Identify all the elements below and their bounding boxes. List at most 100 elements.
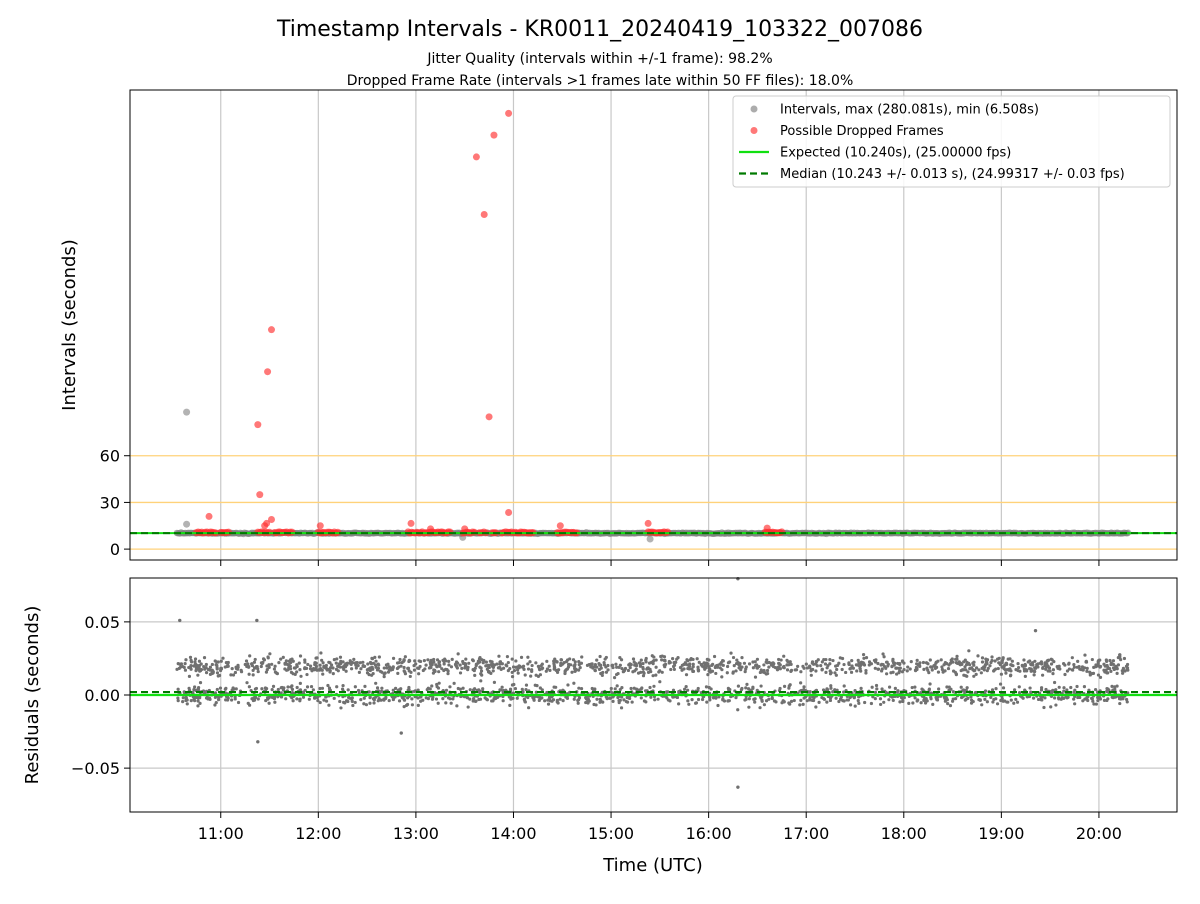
residual-point bbox=[455, 666, 459, 670]
residual-point bbox=[202, 665, 206, 669]
residual-point bbox=[936, 695, 940, 699]
residual-point bbox=[530, 668, 534, 672]
residual-point bbox=[991, 700, 995, 704]
residual-point bbox=[528, 660, 532, 664]
residual-point bbox=[311, 688, 315, 692]
residual-point bbox=[647, 661, 652, 665]
residual-point bbox=[1063, 672, 1067, 677]
residual-point bbox=[873, 666, 877, 670]
residual-point bbox=[989, 695, 993, 699]
residual-point bbox=[407, 685, 411, 690]
residual-point bbox=[1029, 669, 1033, 673]
residual-point bbox=[321, 661, 325, 665]
residual-point bbox=[814, 705, 818, 709]
residual-point bbox=[342, 667, 346, 671]
residual-point bbox=[577, 686, 581, 690]
residual-point bbox=[341, 683, 345, 688]
residual-point bbox=[765, 661, 769, 665]
residual-point bbox=[995, 657, 1000, 661]
residual-point bbox=[599, 666, 603, 670]
residual-point bbox=[622, 698, 626, 702]
residual-point bbox=[544, 669, 548, 673]
residual-point bbox=[955, 657, 959, 661]
residual-point bbox=[710, 663, 714, 668]
residual-point bbox=[977, 698, 981, 702]
residual-point bbox=[986, 666, 990, 671]
residual-point bbox=[941, 670, 945, 674]
residual-point bbox=[210, 662, 214, 667]
residual-point bbox=[213, 703, 217, 707]
residual-point bbox=[728, 660, 732, 664]
residual-point bbox=[395, 666, 400, 671]
residual-point bbox=[1125, 697, 1129, 702]
residual-point bbox=[957, 660, 961, 664]
residual-point bbox=[967, 649, 971, 653]
residual-point bbox=[354, 663, 358, 667]
residual-point bbox=[279, 657, 283, 661]
residual-point bbox=[789, 668, 794, 672]
residual-point bbox=[468, 688, 472, 692]
residual-point bbox=[386, 670, 391, 674]
residual-point bbox=[592, 702, 596, 707]
residual-point bbox=[315, 695, 319, 700]
residual-point bbox=[183, 668, 188, 672]
residual-point bbox=[895, 690, 899, 694]
residual-point bbox=[1113, 685, 1117, 689]
residual-point bbox=[204, 670, 209, 675]
residual-point bbox=[510, 675, 515, 679]
residual-point bbox=[964, 674, 968, 678]
residual-point bbox=[362, 702, 366, 706]
residual-point bbox=[382, 666, 386, 670]
residual-point bbox=[1116, 663, 1121, 667]
residual-point bbox=[927, 671, 931, 675]
residual-point bbox=[862, 656, 866, 660]
residual-point bbox=[717, 695, 721, 699]
residual-point bbox=[286, 685, 290, 689]
residual-point bbox=[1082, 685, 1087, 689]
residual-point bbox=[307, 697, 311, 701]
residual-point bbox=[523, 700, 527, 704]
residual-point bbox=[857, 661, 861, 665]
residual-point bbox=[295, 697, 299, 701]
dropped-point bbox=[485, 413, 493, 421]
residual-point bbox=[183, 662, 187, 666]
residual-point bbox=[641, 665, 645, 670]
residual-point bbox=[584, 700, 588, 705]
residual-point bbox=[595, 697, 599, 701]
residual-point bbox=[252, 660, 257, 664]
residual-point bbox=[252, 666, 257, 670]
residual-point bbox=[573, 660, 577, 664]
residual-point bbox=[755, 663, 759, 667]
residual-point bbox=[1012, 688, 1017, 692]
residual-point bbox=[234, 665, 238, 669]
residual-point bbox=[338, 699, 342, 704]
residual-point bbox=[961, 688, 966, 692]
residual-point bbox=[853, 689, 857, 693]
residual-point bbox=[1072, 697, 1076, 701]
residual-point bbox=[1098, 697, 1103, 701]
residual-point bbox=[714, 664, 718, 668]
residual-point bbox=[577, 698, 581, 702]
residual-point bbox=[233, 670, 238, 675]
residual-point bbox=[770, 696, 774, 701]
residual-point bbox=[550, 699, 554, 703]
residual-point bbox=[1056, 696, 1061, 700]
residual-point bbox=[208, 665, 213, 669]
residual-point bbox=[959, 668, 963, 673]
residual-point bbox=[934, 665, 938, 669]
residual-point bbox=[997, 661, 1001, 665]
residual-point bbox=[994, 687, 998, 691]
residual-point bbox=[277, 661, 281, 665]
residual-point bbox=[270, 662, 274, 666]
dropped-point bbox=[288, 528, 296, 536]
residual-point bbox=[447, 663, 451, 667]
residual-point bbox=[614, 672, 619, 677]
residual-point bbox=[589, 662, 593, 666]
residual-point bbox=[765, 668, 770, 673]
residual-point bbox=[373, 663, 378, 667]
residual-point bbox=[639, 687, 643, 691]
residual-point bbox=[259, 664, 263, 669]
residual-point bbox=[816, 658, 820, 662]
residual-point bbox=[829, 684, 833, 688]
residual-point bbox=[287, 659, 291, 663]
